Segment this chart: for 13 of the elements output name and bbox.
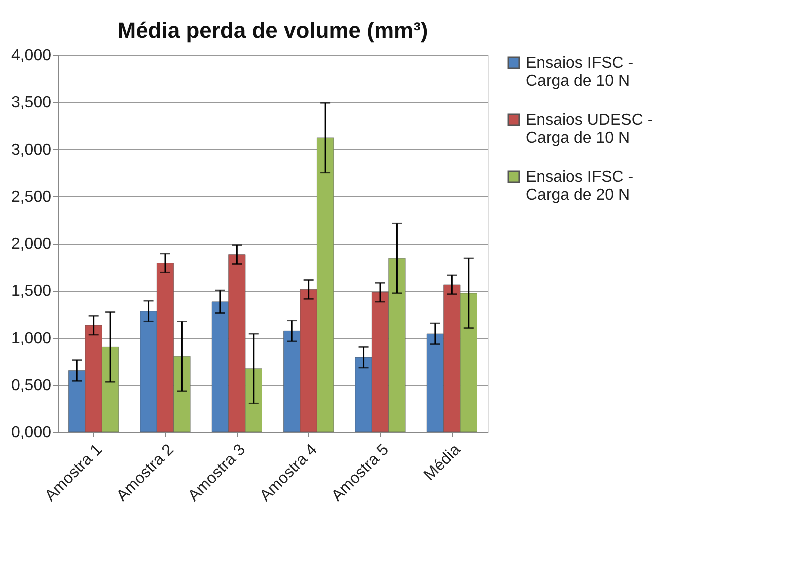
y-tick-label: 4,000 bbox=[11, 48, 52, 64]
legend-label: Ensaios IFSC - Carga de 20 N bbox=[526, 169, 634, 204]
y-tick-label: 1,000 bbox=[11, 330, 52, 348]
legend-label: Ensaios UDESC - Carga de 10 N bbox=[526, 112, 654, 147]
y-tick-label: 1,500 bbox=[11, 283, 52, 300]
y-tick-label: 3,000 bbox=[11, 142, 52, 159]
y-tick-label: 2,500 bbox=[11, 188, 52, 206]
chart-title: Média perda de volume (mm³) bbox=[118, 18, 428, 43]
legend-label: Ensaios IFSC - Carga de 10 N bbox=[526, 55, 634, 90]
y-tick-label: 0,500 bbox=[11, 377, 52, 394]
y-tick-label: 2,000 bbox=[11, 236, 52, 253]
y-tick-label: 0,000 bbox=[11, 424, 52, 442]
y-tick-label: 3,500 bbox=[11, 94, 52, 112]
